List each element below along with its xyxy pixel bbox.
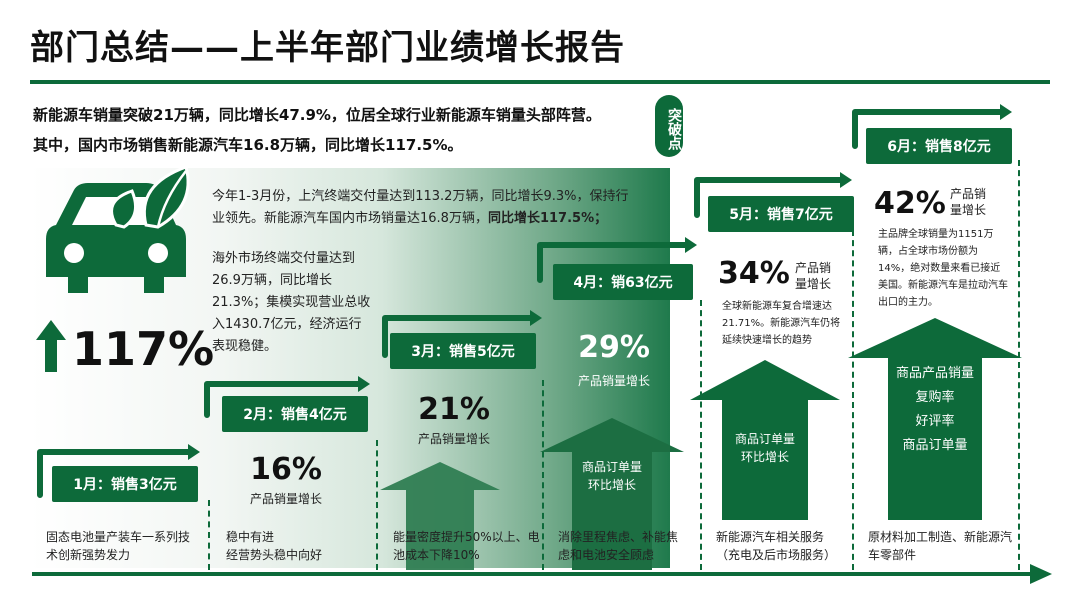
timeline-arrowhead-icon [1030, 564, 1052, 584]
car-leaf-icon [46, 165, 190, 293]
month-box-5: 5月：销售7亿元 [708, 196, 854, 232]
step-arrowhead-4 [685, 237, 697, 253]
percent-3: 21% [418, 392, 490, 427]
title-divider [30, 80, 1050, 84]
arrow-list-6: 商品产品销量 复购率 好评率 商品订单量 [888, 362, 982, 458]
percent-label-5: 产品销 量增长 [795, 261, 832, 291]
percent-label-3: 产品销量增长 [417, 432, 490, 446]
timeline-axis [32, 572, 1032, 576]
bottom-label-1: 固态电池量产装车一系列技术创新强势发力 [46, 530, 191, 562]
summary-line-1: 新能源车销量突破21万辆，同比增长47.9%，位居全球行业新能源车销量头部阵营。 [33, 106, 601, 124]
percent-6: 42% [874, 186, 946, 221]
month-box-1: 1月：销售3亿元 [52, 466, 198, 502]
growth-arrow-3 [380, 462, 500, 570]
dashed-separator [700, 300, 702, 570]
bottom-label-5: 新能源汽车相关服务 （充电及后市场服务） [716, 530, 837, 562]
percent-2: 16% [250, 452, 322, 487]
step-line-2 [204, 381, 361, 418]
summary-line-2: 其中，国内市场销售新能源汽车16.8万辆，同比增长117.5%。 [33, 136, 463, 154]
intro-paragraph: 今年1-3月份，上汽终端交付量达到113.2万辆，同比增长9.3%，保持行业领先… [212, 189, 629, 226]
month-box-2: 2月：销售4亿元 [222, 396, 368, 432]
step-line-1 [37, 449, 191, 498]
arrow-text-5: 商品订单量 环比增长 [734, 432, 795, 464]
step-line-6 [852, 109, 1003, 149]
month-box-3: 3月：销售5亿元 [390, 333, 536, 369]
step-arrowhead-2 [358, 376, 370, 392]
percent-5: 34% [718, 256, 790, 291]
arrow-list-item: 商品订单量 [902, 438, 968, 453]
up-arrow-icon [36, 320, 66, 372]
intro-bold: 同比增长117.5%； [487, 211, 608, 226]
percent-label-6: 产品销 量增长 [950, 187, 987, 217]
step-arrowhead-5 [840, 172, 852, 188]
page-title: 部门总结——上半年部门业绩增长报告 [30, 28, 625, 68]
headline-percent: 117% [72, 322, 215, 376]
step-line-5 [694, 177, 843, 218]
step-arrowhead-6 [1000, 104, 1012, 120]
breakthrough-badge: 突破点 [655, 95, 683, 157]
bottom-label-6: 原材料加工制造、新能源汽车零部件 [868, 530, 1013, 562]
dashed-separator [1018, 160, 1020, 570]
step-arrowhead-3 [530, 310, 542, 326]
note-5: 全球新能源车复合增速达21.71%。新能源汽车仍将延续快速增长的趋势 [722, 301, 841, 346]
dashed-separator [376, 440, 378, 570]
dashed-separator [542, 380, 544, 570]
dashed-separator [852, 230, 854, 570]
overseas-paragraph: 海外市场终端交付量达到26.9万辆，同比增长21.3%；集模实现营业总收入143… [212, 251, 371, 354]
bottom-label-4: 消除里程焦虑、补能焦虑和电池安全顾虑 [558, 530, 679, 562]
step-line-4 [537, 242, 688, 283]
percent-label-4: 产品销量增长 [577, 374, 650, 388]
arrow-text-4: 商品订单量 环比增长 [581, 460, 642, 492]
growth-arrow-6 [848, 318, 1022, 520]
bottom-label-3: 能量密度提升50%以上、电池成本下降10% [393, 530, 540, 562]
percent-label-2: 产品销量增长 [249, 492, 322, 506]
month-box-6: 6月：销售8亿元 [866, 128, 1012, 164]
growth-arrow-5-fill [690, 360, 840, 520]
note-6: 主品牌全球销量为1151万辆，占全球市场份额为14%，绝对数量来看已接近美国。新… [878, 229, 1008, 308]
step-arrowhead-1 [188, 444, 200, 460]
arrow-list-item: 商品产品销量 [895, 366, 974, 381]
step-line-3 [382, 315, 533, 358]
percent-4: 29% [578, 330, 650, 365]
month-box-4: 4月：销63亿元 [553, 264, 693, 300]
arrow-list-item: 好评率 [915, 414, 955, 429]
bottom-label-2: 稳中有进 经营势头稳中向好 [226, 530, 323, 562]
arrow-list-item: 复购率 [915, 390, 955, 405]
dashed-separator [208, 500, 210, 570]
growth-arrow-4 [540, 418, 684, 570]
